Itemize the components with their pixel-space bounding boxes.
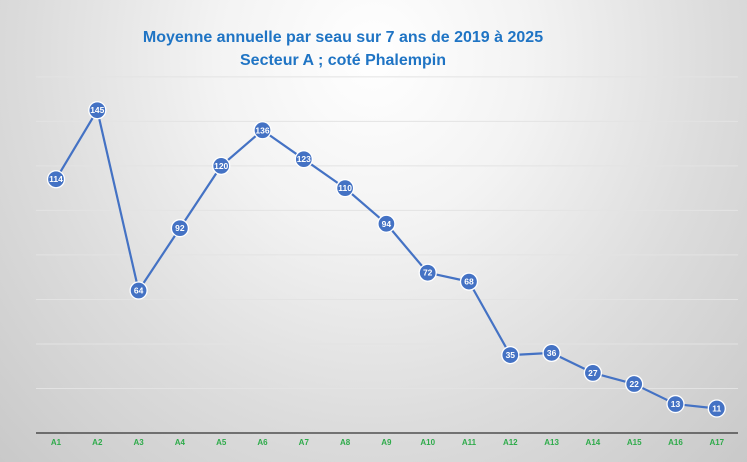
data-point: 136 bbox=[253, 121, 272, 140]
data-label: 35 bbox=[506, 350, 516, 360]
data-point-marker bbox=[335, 178, 355, 198]
data-point-marker bbox=[88, 101, 107, 120]
x-tick-label: A8 bbox=[340, 438, 351, 447]
data-point-marker bbox=[129, 281, 148, 300]
data-point: 22 bbox=[625, 374, 644, 394]
x-tick-label: A7 bbox=[299, 438, 310, 447]
data-point: 13 bbox=[666, 394, 685, 414]
data-point: 123 bbox=[294, 150, 313, 169]
data-point-marker bbox=[459, 272, 479, 291]
data-label: 68 bbox=[464, 277, 474, 287]
data-point: 64 bbox=[129, 281, 148, 300]
data-label: 22 bbox=[629, 379, 639, 389]
data-label: 145 bbox=[90, 105, 104, 115]
data-label: 92 bbox=[175, 223, 185, 233]
x-tick-label: A16 bbox=[668, 438, 683, 447]
data-point-marker bbox=[294, 150, 313, 169]
x-tick-label: A1 bbox=[51, 438, 62, 447]
data-point-marker bbox=[583, 363, 603, 383]
x-tick-label: A2 bbox=[92, 438, 103, 447]
x-tick-labels: A1 A2 A3 A4 A5 A6 A7 A8 A9 A10 A11 A12 A13 A14 A15 A16 A… bbox=[51, 438, 725, 447]
data-point-marker bbox=[501, 345, 520, 365]
chart-subtitle: Secteur A ; coté Phalempin bbox=[240, 52, 446, 69]
chart-title-block: Moyenne annuelle par seau sur 7 ans de 2… bbox=[0, 26, 686, 72]
x-tick-label: A4 bbox=[175, 438, 186, 447]
data-point-marker bbox=[253, 121, 272, 140]
data-label: 64 bbox=[134, 286, 144, 296]
series-line bbox=[55, 109, 717, 410]
data-label: 13 bbox=[671, 399, 681, 409]
x-tick-label: A12 bbox=[503, 438, 518, 447]
data-label: 94 bbox=[382, 219, 392, 229]
data-point-marker bbox=[212, 156, 231, 176]
data-point: 11 bbox=[707, 399, 726, 418]
data-point: 110 bbox=[335, 178, 355, 198]
data-points: 114 145 64 92 120 136 123 110 94 72 68 35 36 27 22 13 11 bbox=[46, 101, 726, 418]
data-label: 110 bbox=[338, 183, 352, 193]
data-point-marker bbox=[542, 343, 561, 363]
data-point: 94 bbox=[377, 214, 396, 233]
x-tick-label: A9 bbox=[381, 438, 392, 447]
x-tick-label: A6 bbox=[257, 438, 268, 447]
data-point: 92 bbox=[170, 219, 190, 238]
data-point-marker bbox=[666, 394, 685, 414]
gridlines bbox=[36, 76, 738, 389]
data-point: 120 bbox=[212, 156, 231, 176]
data-label: 72 bbox=[423, 268, 433, 278]
data-point-marker bbox=[707, 399, 726, 418]
data-point: 36 bbox=[542, 343, 561, 363]
x-tick-label: A15 bbox=[627, 438, 642, 447]
x-tick-label: A11 bbox=[462, 438, 477, 447]
data-point-marker bbox=[377, 214, 396, 233]
data-point: 72 bbox=[418, 263, 437, 282]
data-point: 27 bbox=[583, 363, 603, 383]
data-label: 11 bbox=[712, 404, 721, 414]
data-label: 27 bbox=[588, 368, 598, 378]
x-tick-label: A17 bbox=[709, 438, 724, 447]
x-tick-label: A3 bbox=[133, 438, 144, 447]
data-label: 36 bbox=[547, 348, 557, 358]
data-label: 123 bbox=[297, 154, 311, 164]
data-point: 145 bbox=[88, 101, 107, 120]
data-point: 35 bbox=[501, 345, 520, 365]
x-tick-label: A10 bbox=[420, 438, 435, 447]
data-point: 114 bbox=[46, 170, 66, 189]
data-label: 136 bbox=[255, 125, 269, 135]
data-point-marker bbox=[46, 170, 66, 189]
data-label: 114 bbox=[49, 174, 63, 184]
x-tick-label: A13 bbox=[544, 438, 559, 447]
data-point-marker bbox=[418, 263, 437, 282]
data-point-marker bbox=[170, 219, 190, 238]
x-tick-label: A5 bbox=[216, 438, 227, 447]
chart-title: Moyenne annuelle par seau sur 7 ans de 2… bbox=[142, 29, 544, 46]
data-point: 68 bbox=[459, 272, 479, 291]
data-label: 120 bbox=[214, 161, 228, 171]
data-point-marker bbox=[625, 374, 644, 394]
x-tick-label: A14 bbox=[586, 438, 601, 447]
